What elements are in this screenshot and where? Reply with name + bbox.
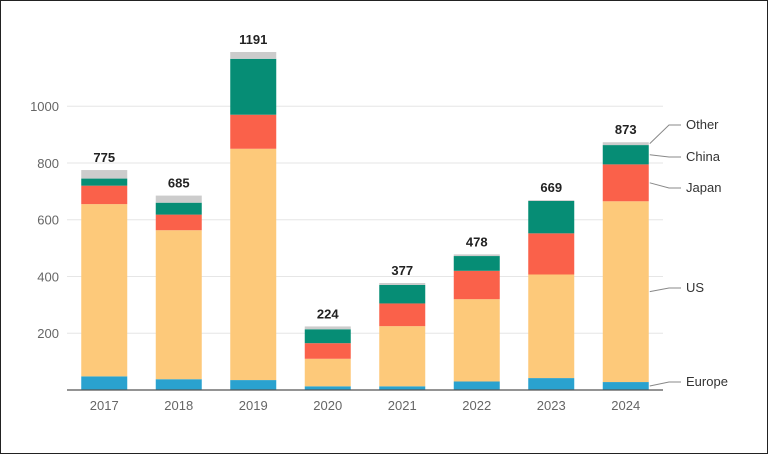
bar-segment-japan-2020 [304, 343, 351, 359]
legend-leader-line [649, 182, 681, 189]
bar-segment-other-2017 [81, 170, 128, 179]
legend-label-china: China [686, 149, 721, 164]
legend-label-us: US [686, 280, 704, 295]
bar-segment-japan-2024 [602, 164, 649, 202]
bar-segment-us-2019 [230, 148, 277, 381]
total-label: 1191 [239, 32, 267, 47]
bar-segment-europe-2022 [453, 381, 500, 390]
x-tick-label: 2020 [313, 398, 342, 413]
bar-segment-japan-2019 [230, 114, 277, 149]
x-tick-label: 2019 [239, 398, 268, 413]
bar-segment-us-2020 [304, 358, 351, 387]
bar-segment-europe-2021 [379, 386, 426, 390]
bar-segment-europe-2023 [528, 378, 575, 390]
bar-segment-china-2023 [528, 200, 575, 234]
bar-segment-us-2022 [453, 299, 500, 382]
bar-segment-china-2021 [379, 284, 426, 304]
total-label: 685 [168, 176, 190, 191]
bar-segment-other-2023 [528, 200, 575, 201]
x-tick-label: 2024 [611, 398, 640, 413]
x-tick-label: 2022 [462, 398, 491, 413]
bar-segment-other-2021 [379, 283, 426, 285]
x-tick-label: 2021 [388, 398, 417, 413]
y-tick-label: 800 [37, 156, 59, 171]
bar-segment-china-2018 [155, 202, 202, 215]
x-tick-label: 2018 [164, 398, 193, 413]
total-label: 775 [93, 150, 115, 165]
bar-segment-europe-2020 [304, 386, 351, 390]
bar-segment-china-2024 [602, 145, 649, 165]
bar-segment-europe-2019 [230, 380, 277, 390]
bar-segment-us-2017 [81, 204, 128, 377]
legend-leader-line [649, 381, 681, 387]
bar-segment-europe-2024 [602, 382, 649, 390]
bar-segment-japan-2023 [528, 233, 575, 275]
bar-segment-other-2022 [453, 254, 500, 257]
y-tick-label: 200 [37, 326, 59, 341]
x-tick-label: 2023 [537, 398, 566, 413]
y-tick-label: 600 [37, 213, 59, 228]
total-label: 669 [540, 180, 562, 195]
bar-segment-china-2019 [230, 58, 277, 115]
x-tick-label: 2017 [90, 398, 119, 413]
bar-segment-europe-2017 [81, 376, 128, 390]
total-label: 224 [317, 306, 339, 321]
bar-segment-other-2019 [230, 51, 277, 59]
bar-segment-japan-2021 [379, 303, 426, 327]
total-label: 478 [466, 234, 488, 249]
bar-segment-us-2023 [528, 274, 575, 379]
bar-segment-other-2020 [304, 326, 351, 330]
bar-segment-china-2022 [453, 256, 500, 271]
bar-segment-china-2017 [81, 178, 128, 186]
legend-label-other: Other [686, 117, 719, 132]
bar-segment-china-2020 [304, 329, 351, 344]
bar-segment-japan-2017 [81, 185, 128, 205]
bar-segment-japan-2018 [155, 214, 202, 231]
bar-segment-us-2021 [379, 326, 426, 387]
y-tick-label: 400 [37, 269, 59, 284]
legend-leader-line [649, 124, 681, 145]
bar-segment-europe-2018 [155, 379, 202, 390]
bar-segment-other-2024 [602, 142, 649, 146]
legend-leader-line [649, 287, 681, 293]
bar-segment-japan-2022 [453, 270, 500, 300]
legend-label-europe: Europe [686, 374, 728, 389]
bar-segment-other-2018 [155, 195, 202, 203]
legend-leader-line [649, 154, 681, 158]
legend-label-japan: Japan [686, 180, 721, 195]
total-label: 377 [391, 263, 413, 278]
bar-segment-us-2024 [602, 201, 649, 383]
y-tick-label: 1000 [30, 99, 59, 114]
bar-segment-us-2018 [155, 230, 202, 380]
total-label: 873 [615, 122, 637, 137]
